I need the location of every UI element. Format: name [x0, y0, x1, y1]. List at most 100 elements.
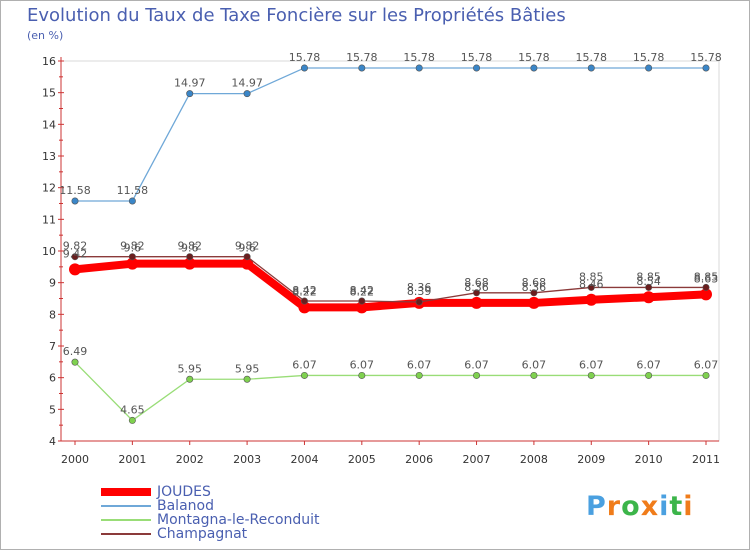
data-point: [358, 64, 366, 72]
data-point: [415, 371, 423, 379]
logo-letter: i: [659, 491, 670, 522]
data-label: 5.95: [235, 362, 260, 375]
data-label: 9.82: [235, 240, 260, 253]
series-line-balanod: [74, 67, 707, 202]
x-tick-label: 2009: [577, 453, 605, 466]
data-point: [470, 296, 483, 309]
data-point: [642, 291, 655, 304]
data-label: 8.36: [407, 281, 432, 294]
legend: JOUDES Balanod Montagna-le-Reconduit Champa…: [101, 485, 320, 541]
x-tick-label: 2003: [233, 453, 261, 466]
data-label: 15.78: [518, 51, 550, 64]
data-point: [358, 371, 366, 379]
data-label: 8.68: [522, 276, 547, 289]
data-label: 6.49: [63, 345, 88, 358]
data-label: 9.42: [63, 247, 88, 260]
data-label: 15.78: [690, 51, 722, 64]
data-point: [298, 301, 311, 314]
y-tick-label: 8: [49, 308, 56, 321]
data-point: [702, 283, 710, 291]
data-point: [645, 371, 653, 379]
data-point: [702, 371, 710, 379]
legend-swatch: [101, 519, 151, 521]
data-label: 9.6: [181, 242, 199, 255]
data-label: 8.36: [464, 281, 489, 294]
legend-label: Balanod: [157, 498, 214, 514]
data-point: [473, 289, 481, 297]
data-label: 15.78: [403, 51, 435, 64]
data-label: 6.07: [407, 358, 432, 371]
legend-label: Montagna-le-Reconduit: [157, 512, 320, 528]
data-label: 8.85: [636, 270, 661, 283]
x-tick-label: 2004: [290, 453, 318, 466]
y-tick-label: 14: [42, 118, 56, 131]
plot-area: [60, 60, 720, 442]
y-tick-label: 4: [49, 435, 56, 448]
data-label: 8.39: [407, 285, 432, 298]
legend-swatch: [101, 505, 151, 507]
data-label: 15.78: [346, 51, 378, 64]
data-label: 6.07: [464, 358, 489, 371]
y-tick-label: 13: [42, 150, 56, 163]
series-line-joudes: [71, 259, 710, 312]
data-label: 9.82: [177, 240, 202, 253]
data-label: 15.78: [633, 51, 665, 64]
data-point: [300, 371, 308, 379]
axes: 4 5 6 7 8 9 10 11 12 13 14 15 16 2000 2001 2002 2003 2004…: [42, 55, 720, 466]
data-point: [415, 298, 423, 306]
data-label: 6.07: [579, 358, 604, 371]
data-point: [243, 375, 251, 383]
x-tick-label: 2008: [520, 453, 548, 466]
y-tick-label: 7: [49, 340, 56, 353]
data-point: [702, 64, 710, 72]
data-labels-layer: 11.58 11.58 14.97 14.97 15.78 15.78 15.78 15.78…: [59, 51, 722, 416]
data-point: [186, 253, 194, 261]
logo-letter: i: [683, 491, 694, 522]
data-label: 6.07: [350, 358, 375, 371]
data-label: 5.95: [177, 362, 202, 375]
data-point: [128, 253, 136, 261]
data-point: [71, 253, 79, 261]
data-label: 8.63: [694, 272, 719, 285]
data-label: 8.46: [579, 278, 604, 291]
data-label: 8.42: [350, 284, 375, 297]
logo-letter: P: [586, 491, 607, 522]
data-label: 8.22: [350, 285, 375, 298]
proxiti-logo: Proxiti: [586, 491, 694, 522]
legend-item: Champagnat: [101, 527, 320, 541]
data-label: 8.68: [464, 276, 489, 289]
data-label: 8.85: [579, 270, 604, 283]
data-label: 8.85: [694, 270, 719, 283]
data-label: 4.65: [120, 403, 145, 416]
data-label: 6.07: [694, 358, 719, 371]
legend-label: Champagnat: [157, 526, 248, 542]
data-point: [358, 297, 366, 305]
data-label: 14.97: [231, 77, 263, 90]
y-axis-label: (en %): [27, 29, 64, 42]
data-label: 9.6: [124, 242, 142, 255]
data-point: [587, 283, 595, 291]
x-tick-label: 2000: [61, 453, 89, 466]
legend-label: JOUDES: [157, 484, 211, 500]
y-tick-label: 12: [42, 182, 56, 195]
data-point: [300, 64, 308, 72]
y-tick-label: 11: [42, 213, 56, 226]
data-label: 15.78: [289, 51, 321, 64]
data-label: 15.78: [576, 51, 608, 64]
logo-letter: o: [621, 491, 641, 522]
data-point: [71, 358, 79, 366]
data-label: 15.78: [461, 51, 493, 64]
data-point: [300, 297, 308, 305]
data-label: 8.42: [292, 284, 317, 297]
x-tick-label: 2002: [176, 453, 204, 466]
logo-letter: x: [640, 491, 660, 522]
x-tick-label: 2001: [118, 453, 146, 466]
chart-title: Evolution du Taux de Taxe Foncière sur l…: [27, 5, 566, 26]
data-point: [415, 64, 423, 72]
data-label: 11.58: [59, 184, 91, 197]
data-point: [128, 197, 136, 205]
series-layer: [69, 64, 712, 424]
legend-item: JOUDES: [101, 485, 320, 499]
data-point: [473, 64, 481, 72]
